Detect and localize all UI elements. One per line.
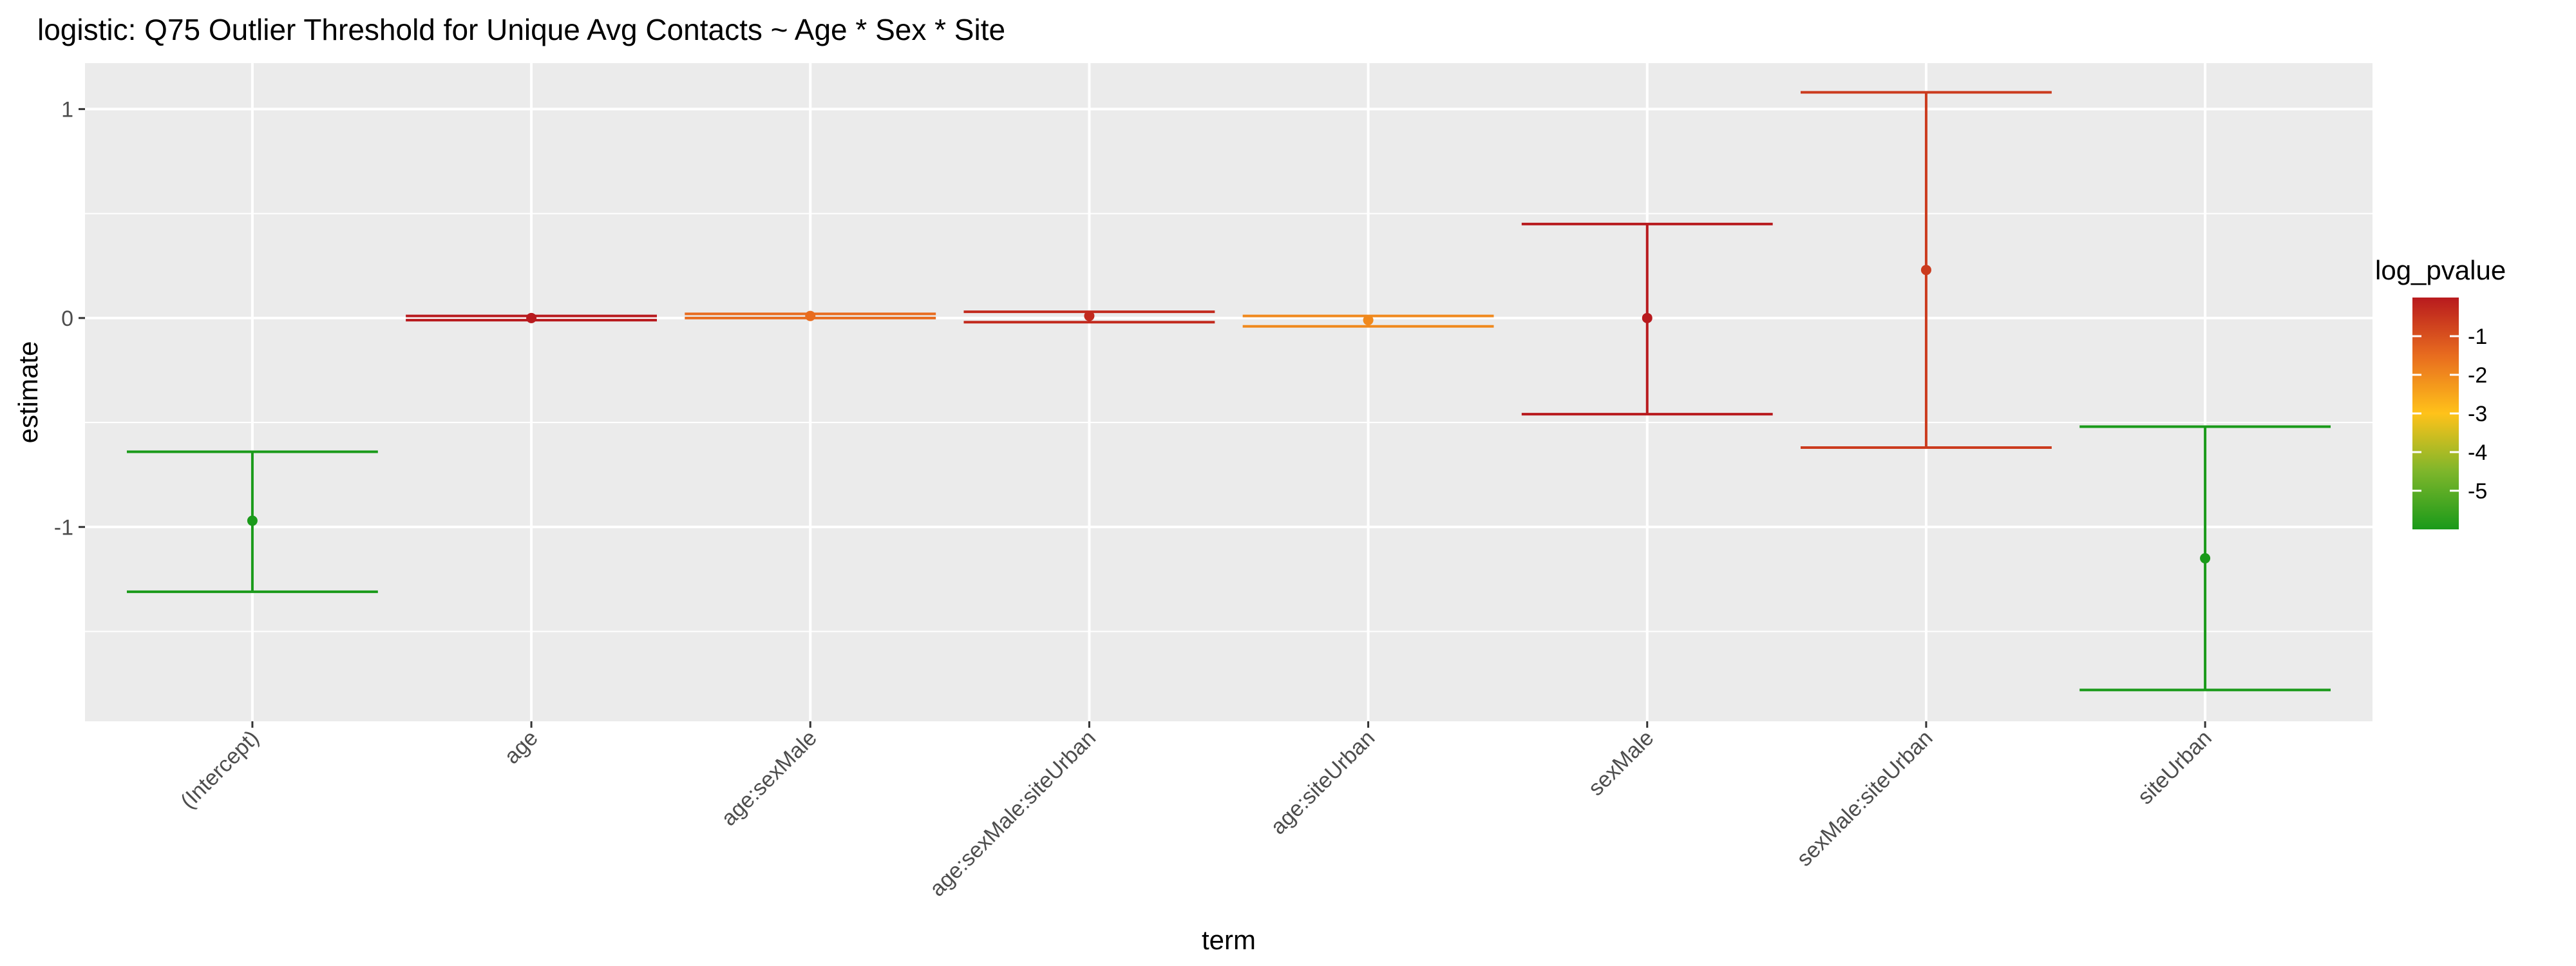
estimate-point bbox=[2200, 553, 2211, 564]
chart-title: logistic: Q75 Outlier Threshold for Uniq… bbox=[37, 13, 1005, 46]
estimate-point bbox=[805, 310, 816, 321]
legend: log_pvalue -1 -2 -3 -4 -5 bbox=[2375, 255, 2506, 529]
x-tick-label: age bbox=[500, 726, 543, 769]
estimate-point bbox=[1363, 315, 1374, 326]
legend-label: -1 bbox=[2468, 325, 2487, 349]
estimate-point bbox=[1084, 310, 1095, 321]
y-axis-title: estimate bbox=[13, 341, 43, 444]
estimate-points bbox=[247, 265, 2211, 564]
legend-label: -2 bbox=[2468, 363, 2487, 388]
x-tick-label: (Intercept) bbox=[176, 726, 263, 813]
x-tick-label: age:siteUrban bbox=[1266, 726, 1380, 840]
y-tick-label: 0 bbox=[61, 307, 73, 331]
x-axis: (Intercept) age age:sexMale age:sexMale:sit… bbox=[176, 721, 2217, 902]
estimate-point bbox=[1920, 265, 1931, 276]
y-tick-label: -1 bbox=[54, 515, 73, 540]
x-tick-label: age:sexMale bbox=[717, 726, 822, 831]
x-axis-title: term bbox=[1202, 925, 1256, 955]
x-tick-label: sexMale:siteUrban bbox=[1792, 726, 1938, 871]
legend-label: -4 bbox=[2468, 440, 2487, 465]
grid-minor bbox=[85, 213, 2372, 632]
legend-title: log_pvalue bbox=[2375, 255, 2506, 285]
y-tick-label: 1 bbox=[61, 97, 73, 122]
legend-label: -5 bbox=[2468, 479, 2487, 504]
x-tick-label: siteUrban bbox=[2133, 726, 2217, 810]
estimate-point bbox=[1642, 312, 1653, 323]
x-tick-label: sexMale bbox=[1584, 726, 1658, 800]
estimate-point bbox=[526, 312, 537, 323]
estimate-point bbox=[247, 515, 258, 526]
legend-label: -3 bbox=[2468, 402, 2487, 426]
plot-panel bbox=[85, 63, 2372, 721]
y-axis: -1 0 1 bbox=[54, 97, 85, 540]
x-tick-label: age:sexMale:siteUrban bbox=[925, 726, 1101, 902]
legend-ticks: -1 -2 -3 -4 -5 bbox=[2412, 325, 2487, 504]
